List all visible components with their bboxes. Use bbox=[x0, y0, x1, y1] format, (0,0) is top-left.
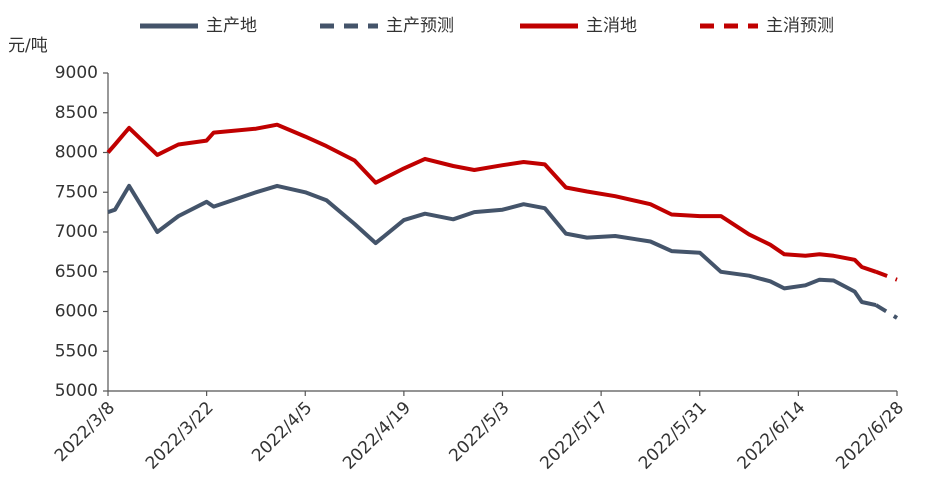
y-tick-label: 6000 bbox=[55, 302, 98, 322]
y-tick-label: 8000 bbox=[55, 143, 98, 163]
y-tick-label: 7000 bbox=[55, 222, 98, 242]
series-line bbox=[875, 269, 898, 282]
legend-label: 主产地 bbox=[206, 16, 257, 36]
x-tick-label: 2022/5/3 bbox=[445, 398, 513, 466]
x-tick-label: 2022/3/8 bbox=[51, 398, 119, 466]
legend-label: 主消地 bbox=[586, 16, 637, 36]
legend-label: 主产预测 bbox=[386, 16, 454, 36]
y-tick-label: 6500 bbox=[55, 262, 98, 282]
legend-label: 主消预测 bbox=[766, 16, 834, 36]
y-tick-label: 8500 bbox=[55, 103, 98, 123]
x-tick-label: 2022/6/14 bbox=[734, 398, 810, 474]
y-axis-label: 元/吨 bbox=[8, 36, 48, 56]
y-tick-label: 9000 bbox=[55, 63, 98, 83]
x-tick-label: 2022/5/17 bbox=[536, 398, 612, 474]
y-tick-label: 5500 bbox=[55, 341, 98, 361]
y-tick-label: 5000 bbox=[55, 381, 98, 401]
x-tick-label: 2022/3/22 bbox=[142, 398, 218, 474]
x-tick-label: 2022/4/19 bbox=[339, 398, 415, 474]
series-line bbox=[106, 122, 877, 274]
series-line bbox=[107, 183, 877, 308]
x-tick-label: 2022/4/5 bbox=[248, 398, 316, 466]
x-tick-label: 2022/5/31 bbox=[635, 398, 711, 474]
y-tick-label: 7500 bbox=[55, 182, 98, 202]
series-line bbox=[874, 303, 899, 320]
x-tick-label: 2022/6/28 bbox=[832, 398, 908, 474]
